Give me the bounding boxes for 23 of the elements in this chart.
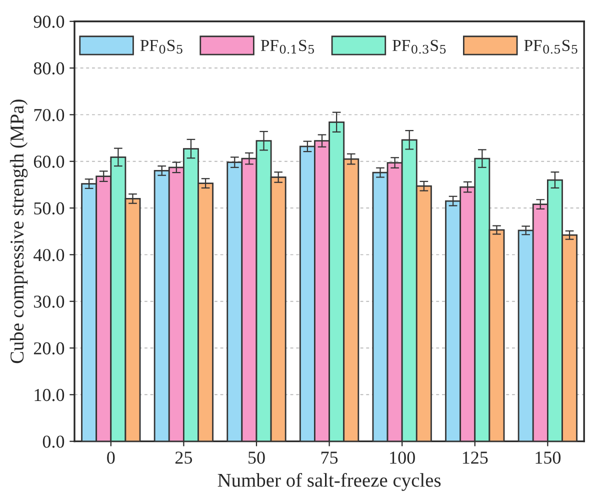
x-tick-label: 25	[175, 452, 192, 464]
y-tick-label: 0.0	[42, 436, 64, 448]
y-tick-label: 40.0	[34, 248, 64, 262]
x-tick-label: 150	[536, 452, 561, 464]
y-tick-label: 20.0	[34, 342, 64, 355]
y-tick-label: 30.0	[34, 296, 64, 308]
x-tick-label: 0	[107, 452, 115, 464]
y-tick-label: 50.0	[34, 202, 64, 215]
x-tick-label: 125	[462, 452, 488, 464]
y-tick-label: 90.0	[34, 16, 64, 28]
legend-label: PF$_{0.1}$S$_{5}$	[260, 40, 314, 54]
y-tick-label: 10.0	[34, 388, 64, 402]
y-tick-label: 70.0	[34, 108, 64, 122]
x-tick-label: 75	[321, 452, 338, 464]
y-axis-title: Cube compressive strength (MPa)	[10, 100, 28, 364]
y-tick-label: 60.0	[34, 156, 64, 168]
x-axis-title: Number of salt-freeze cycles	[218, 472, 441, 491]
y-tick-label: 80.0	[34, 62, 64, 75]
legend-label: PF$_{0}$S$_{5}$	[140, 40, 182, 54]
legend-label: PF$_{0.3}$S$_{5}$	[392, 40, 446, 54]
x-tick-label: 50	[248, 452, 265, 464]
legend-label: PF$_{0.5}$S$_{5}$	[524, 40, 578, 54]
x-tick-label: 100	[390, 452, 415, 464]
